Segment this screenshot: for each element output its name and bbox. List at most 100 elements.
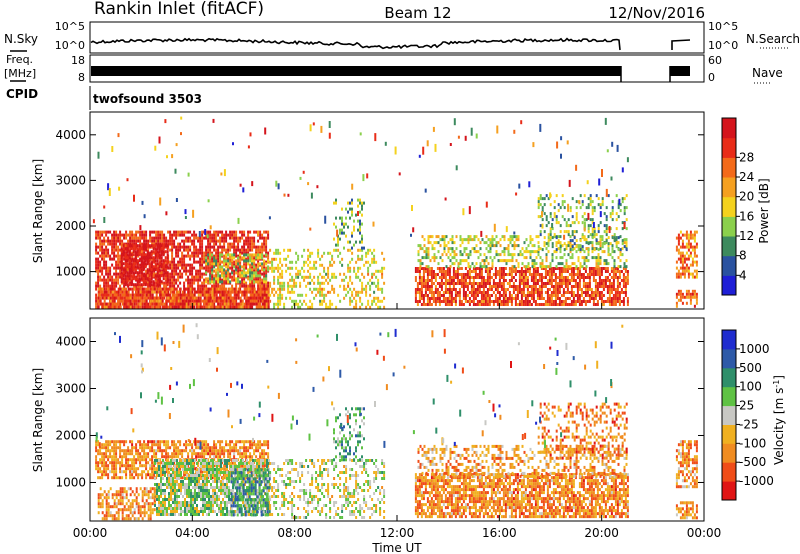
data-cell [576, 267, 579, 270]
data-cell [139, 239, 142, 243]
data-cell [554, 267, 557, 270]
data-cell [458, 282, 461, 285]
data-cell [177, 263, 180, 267]
data-cell [161, 305, 164, 309]
data-cell [416, 303, 419, 306]
data-cell [498, 294, 501, 297]
data-cell [488, 279, 491, 282]
data-cell [152, 265, 155, 269]
data-cell [575, 245, 578, 249]
data-cell [524, 285, 527, 288]
data-cell [355, 302, 358, 306]
data-cell [381, 251, 384, 255]
data-cell [610, 288, 613, 291]
data-cell [563, 218, 566, 222]
data-cell [607, 253, 610, 257]
data-cell [331, 275, 334, 279]
data-cell [504, 303, 507, 306]
data-cell [251, 248, 254, 252]
data-cell [471, 247, 474, 251]
data-cell [508, 285, 511, 288]
data-cell [373, 272, 376, 276]
data-cell [305, 293, 308, 297]
data-cell [315, 293, 318, 297]
data-cell [225, 299, 228, 303]
data-cell [259, 287, 262, 291]
data-cell [598, 282, 601, 285]
data-cell [496, 288, 499, 291]
data-cell [147, 239, 150, 243]
data-cell [237, 293, 240, 297]
data-cell [616, 294, 619, 297]
data-cell [677, 233, 680, 237]
data-cell [199, 296, 202, 300]
data-cell [466, 282, 469, 285]
data-cell [205, 280, 208, 284]
data-cell [95, 302, 98, 306]
data-cell [307, 269, 310, 273]
data-cell [526, 279, 529, 282]
data-cell [605, 206, 608, 210]
data-cell [536, 294, 539, 297]
data-cell [450, 291, 453, 294]
data-cell [259, 245, 262, 249]
data-cell [205, 254, 208, 258]
data-cell [592, 297, 595, 300]
data-cell [177, 296, 180, 300]
data-cell [293, 281, 296, 285]
data-cell [139, 242, 142, 246]
data-cell [157, 266, 160, 270]
data-cell [229, 245, 232, 249]
data-cell [573, 242, 576, 246]
data-cell [267, 233, 270, 237]
data-cell [591, 218, 594, 222]
data-cell [562, 300, 565, 303]
data-cell [123, 284, 126, 288]
data-cell [223, 259, 226, 263]
data-cell [317, 281, 320, 285]
data-cell [440, 285, 443, 288]
data-cell [215, 271, 218, 275]
data-cell [319, 287, 322, 291]
data-cell [261, 265, 264, 269]
data-cell [587, 248, 590, 252]
data-cell [595, 194, 598, 198]
data-cell [578, 288, 581, 291]
data-cell [485, 235, 488, 239]
data-cell [213, 265, 216, 269]
data-cell [291, 299, 294, 303]
data-cell [271, 266, 274, 270]
data-cell [95, 236, 98, 240]
data-cell [253, 296, 256, 300]
data-cell [623, 245, 626, 249]
data-cell [623, 241, 626, 245]
data-cell [193, 281, 196, 285]
data-cell [225, 275, 228, 279]
data-cell [245, 293, 248, 297]
data-cell [173, 257, 176, 261]
data-cell [572, 297, 575, 300]
data-cell [259, 256, 262, 260]
data-cell [213, 259, 216, 263]
data-cell [273, 269, 276, 273]
data-cell [520, 288, 523, 291]
data-cell [557, 209, 560, 213]
data-cell [277, 299, 280, 303]
data-cell [169, 233, 172, 237]
data-cell [375, 269, 378, 273]
data-cell [520, 270, 523, 273]
data-cell [420, 288, 423, 291]
data-cell [472, 270, 475, 273]
data-cell [608, 303, 611, 306]
data-cell [127, 293, 130, 297]
data-cell [193, 251, 196, 255]
data-cell [556, 282, 559, 285]
data-cell [145, 293, 148, 297]
data-cell [345, 216, 347, 220]
data-cell [120, 247, 123, 251]
data-cell [418, 267, 421, 270]
data-cell [265, 274, 268, 278]
data-cell [603, 242, 606, 246]
data-cell [117, 299, 120, 303]
